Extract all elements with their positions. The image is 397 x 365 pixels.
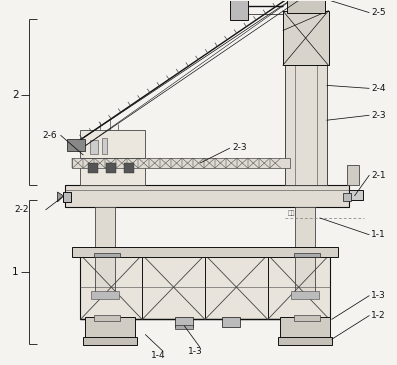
Bar bbox=[278, 337, 331, 345]
Text: 2-3: 2-3 bbox=[371, 111, 386, 120]
Bar bbox=[124, 163, 134, 173]
Bar bbox=[95, 207, 115, 295]
Text: 水面: 水面 bbox=[288, 210, 295, 216]
Text: 1-1: 1-1 bbox=[371, 230, 386, 239]
Bar bbox=[347, 165, 359, 185]
Bar bbox=[72, 158, 290, 168]
Bar bbox=[295, 207, 314, 295]
Bar bbox=[287, 0, 325, 13]
Text: 2-1: 2-1 bbox=[371, 170, 386, 180]
Text: 2-5: 2-5 bbox=[371, 8, 386, 17]
Text: 2-3: 2-3 bbox=[232, 143, 247, 151]
Bar bbox=[222, 318, 240, 327]
Bar bbox=[66, 185, 349, 207]
Bar bbox=[294, 253, 320, 257]
Text: 1-3: 1-3 bbox=[371, 291, 386, 300]
Bar bbox=[94, 253, 120, 257]
Polygon shape bbox=[58, 192, 64, 202]
Bar bbox=[94, 315, 120, 322]
Bar bbox=[230, 0, 248, 20]
Bar bbox=[294, 315, 320, 322]
Bar bbox=[175, 326, 193, 330]
Bar bbox=[285, 65, 327, 185]
Bar bbox=[175, 318, 193, 327]
Bar bbox=[81, 255, 330, 319]
Text: 2-2: 2-2 bbox=[14, 205, 29, 214]
Bar bbox=[91, 140, 98, 154]
Bar bbox=[106, 163, 116, 173]
Bar bbox=[64, 192, 71, 202]
Bar bbox=[291, 291, 318, 299]
Bar bbox=[343, 193, 351, 201]
Bar bbox=[283, 11, 329, 65]
Text: 1-3: 1-3 bbox=[188, 347, 202, 356]
Text: 2-6: 2-6 bbox=[42, 131, 56, 140]
Text: 1: 1 bbox=[12, 267, 19, 277]
Bar bbox=[102, 138, 107, 154]
Text: 2-4: 2-4 bbox=[371, 84, 386, 93]
Text: 1-2: 1-2 bbox=[371, 311, 386, 320]
Bar bbox=[72, 247, 337, 257]
Bar bbox=[349, 190, 363, 200]
Bar bbox=[280, 318, 330, 339]
Bar bbox=[67, 139, 85, 151]
Bar bbox=[81, 130, 145, 185]
Bar bbox=[83, 337, 137, 345]
Bar bbox=[89, 163, 98, 173]
Bar bbox=[85, 318, 135, 339]
Text: 1-4: 1-4 bbox=[151, 351, 166, 360]
Bar bbox=[91, 291, 119, 299]
Text: 2: 2 bbox=[12, 90, 19, 100]
